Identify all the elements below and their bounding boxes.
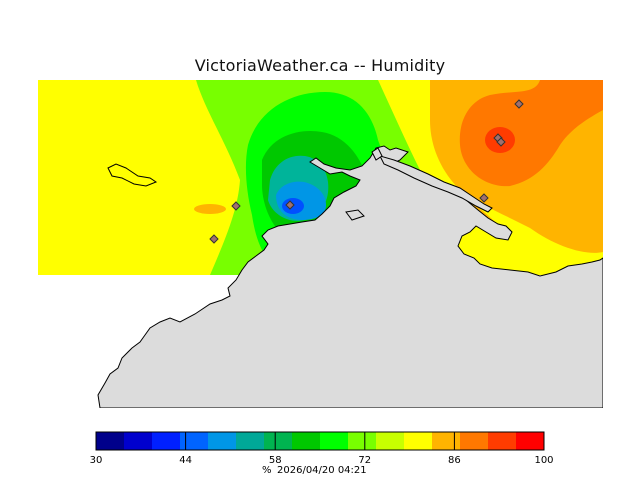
colorbar-tick-label: 86 <box>448 455 461 466</box>
humidity-field <box>38 80 603 408</box>
colorbar-tick-label: 100 <box>534 455 553 466</box>
colorbar-cell <box>320 432 349 450</box>
colorbar-cell <box>516 432 545 450</box>
station-marker[interactable] <box>479 193 489 203</box>
colorbar-cell <box>236 432 265 450</box>
station-marker[interactable] <box>209 234 219 244</box>
land-spit <box>379 155 493 213</box>
humidity-zone-orange-patch <box>194 204 226 214</box>
colorbar-cell <box>460 432 489 450</box>
colorbar-cell <box>404 432 433 450</box>
station-marker[interactable] <box>496 137 506 147</box>
colorbar-tick-label: 72 <box>358 455 371 466</box>
colorbar-cell <box>208 432 237 450</box>
station-marker[interactable] <box>514 99 524 109</box>
map-title: VictoriaWeather.ca -- Humidity <box>194 56 446 75</box>
colorbar-cell <box>488 432 517 450</box>
land-area <box>97 145 603 408</box>
colorbar-cell <box>348 432 377 450</box>
colorbar-tick-label: 44 <box>179 455 192 466</box>
island-bay <box>345 209 365 221</box>
colorbar-cell <box>264 432 293 450</box>
colorbar-cell <box>180 432 209 450</box>
colorbar-tick-label: 58 <box>269 455 282 466</box>
colorbar-ticks: 30 44 58 72 86 100 <box>90 432 554 466</box>
colorbar-cell <box>152 432 181 450</box>
island-west <box>107 163 158 187</box>
weather-stations <box>209 99 524 244</box>
colorbar <box>96 432 545 450</box>
humidity-zone-orange <box>459 80 603 187</box>
colorbar-cell <box>432 432 461 450</box>
station-marker[interactable] <box>285 200 295 210</box>
colorbar-tick-label: 30 <box>90 455 103 466</box>
legend: 30 44 58 72 86 100 % 2026/04/20 04:21 <box>90 431 554 476</box>
island-inlet <box>371 147 383 161</box>
colorbar-cell <box>376 432 405 450</box>
colorbar-cell <box>292 432 321 450</box>
colorbar-cell <box>96 432 125 450</box>
colorbar-cell <box>124 432 153 450</box>
legend-timestamp: 2026/04/20 04:21 <box>277 465 367 476</box>
legend-unit: % <box>262 465 272 476</box>
station-marker[interactable] <box>231 201 241 211</box>
